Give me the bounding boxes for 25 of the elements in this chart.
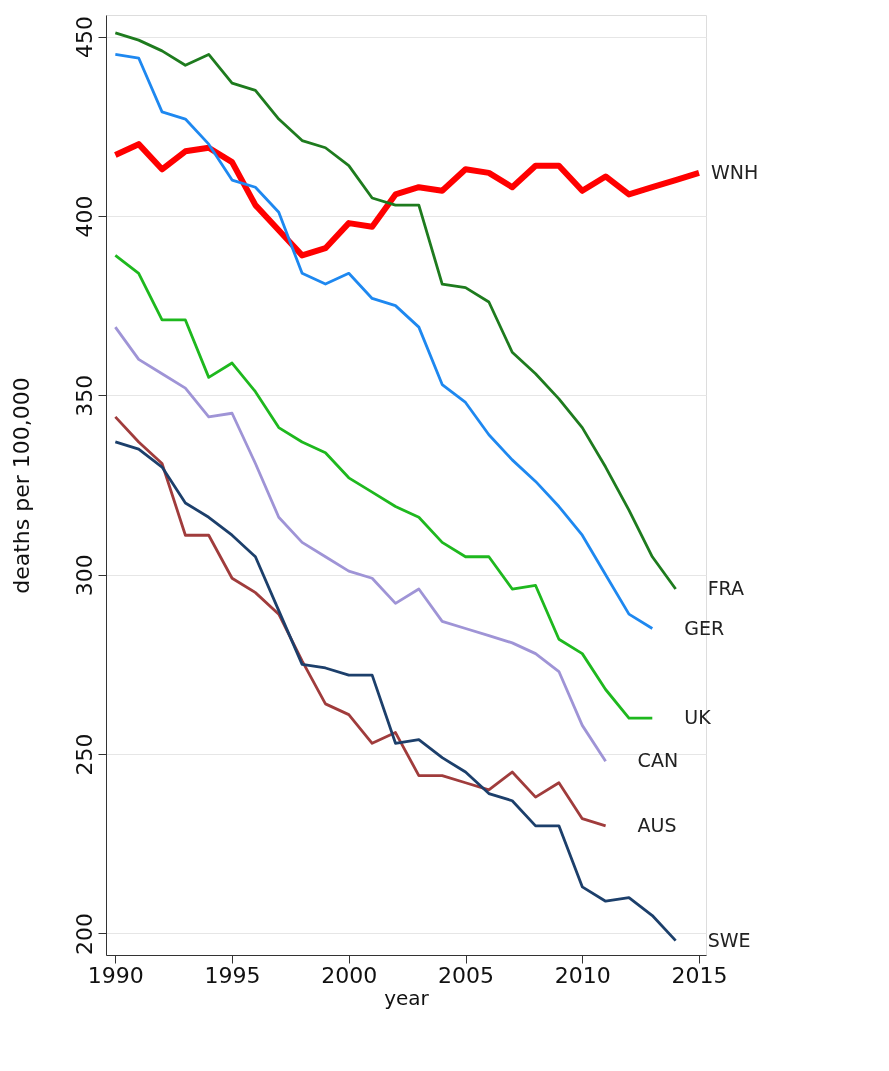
series-label: GER [684,616,725,639]
x-tick-label: 2015 [671,962,728,988]
y-tick-label: 450 [71,16,97,59]
x-tick-label: 2005 [438,962,495,988]
series-label: CAN [637,749,679,772]
x-axis-title: year [384,985,430,1010]
y-tick-label: 250 [71,733,97,776]
y-tick-label: 400 [71,195,97,238]
line-series [113,415,608,828]
y-tick-label: 350 [71,374,97,417]
series-label: FRA [707,577,745,600]
series-label: WNH [711,160,759,183]
x-tick-label: 1990 [87,962,144,988]
line-series [113,253,654,720]
line-series [113,325,608,763]
series-label: AUS [637,813,677,836]
y-tick-label: 200 [71,912,97,955]
series-label: SWE [707,928,751,951]
x-tick-label: 1995 [204,962,261,988]
series-label: UK [684,706,712,729]
x-tick-label: 2010 [554,962,611,988]
y-tick-label: 300 [71,554,97,597]
line-series [113,440,678,943]
x-tick-label: 2000 [321,962,378,988]
y-axis-title: deaths per 100,000 [8,377,34,594]
